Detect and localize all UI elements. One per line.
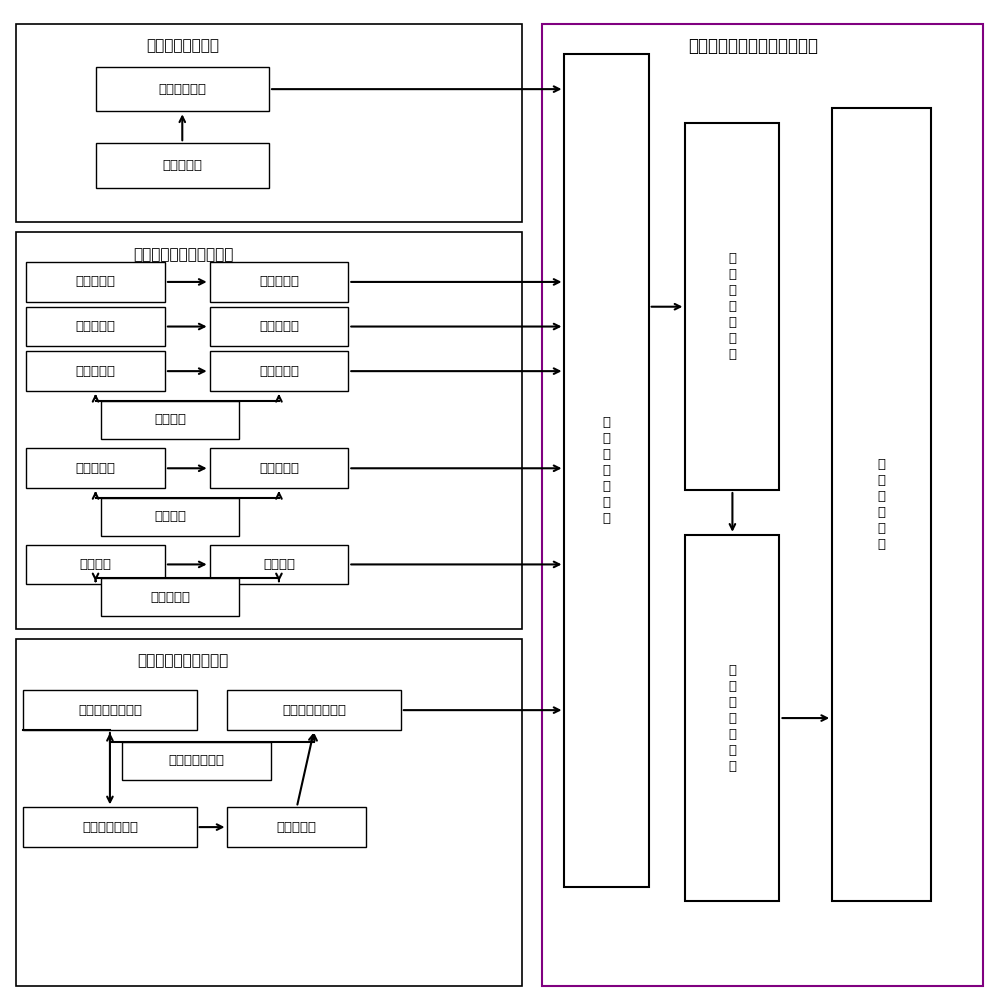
- Text: 气体控制器: 气体控制器: [276, 821, 317, 834]
- Text: 气态污染物监测子系统: 气态污染物监测子系统: [137, 653, 229, 668]
- Text: 校准装置: 校准装置: [154, 413, 186, 426]
- Text: 氧测量仪: 氧测量仪: [263, 558, 295, 571]
- Text: 气态污染物采样器: 气态污染物采样器: [78, 704, 142, 717]
- FancyBboxPatch shape: [685, 535, 779, 901]
- Text: 温度传感器: 温度传感器: [76, 275, 115, 288]
- Text: 温度测量仪: 温度测量仪: [258, 275, 299, 288]
- Text: 颗粒物监测子系统: 颗粒物监测子系统: [146, 39, 220, 54]
- Text: 校零、校标: 校零、校标: [162, 159, 203, 172]
- FancyBboxPatch shape: [16, 232, 522, 629]
- FancyBboxPatch shape: [26, 448, 165, 488]
- Text: 流量测量仪: 流量测量仪: [258, 365, 299, 378]
- Text: 数据采集、处理与传输子系统: 数据采集、处理与传输子系统: [688, 37, 818, 55]
- FancyBboxPatch shape: [210, 351, 348, 391]
- FancyBboxPatch shape: [228, 807, 366, 847]
- FancyBboxPatch shape: [16, 24, 522, 222]
- FancyBboxPatch shape: [228, 690, 401, 730]
- Text: 数
据
处
理
子
系
统: 数 据 处 理 子 系 统: [729, 252, 737, 361]
- FancyBboxPatch shape: [23, 807, 197, 847]
- Text: 氧传感器: 氧传感器: [80, 558, 111, 571]
- FancyBboxPatch shape: [685, 123, 779, 490]
- Text: 湿度传感器: 湿度传感器: [76, 462, 115, 475]
- FancyBboxPatch shape: [16, 639, 522, 986]
- FancyBboxPatch shape: [23, 690, 197, 730]
- FancyBboxPatch shape: [565, 54, 649, 887]
- FancyBboxPatch shape: [210, 307, 348, 346]
- FancyBboxPatch shape: [100, 498, 240, 536]
- Text: 数
据
监
控
中
心: 数 据 监 控 中 心: [878, 458, 886, 551]
- FancyBboxPatch shape: [832, 108, 931, 901]
- FancyBboxPatch shape: [542, 24, 983, 986]
- Text: 数
据
传
输
子
系
统: 数 据 传 输 子 系 统: [729, 664, 737, 773]
- FancyBboxPatch shape: [122, 742, 271, 780]
- Text: 湿度测量仪: 湿度测量仪: [258, 462, 299, 475]
- Text: 气态污染物分析仪: 气态污染物分析仪: [282, 704, 346, 717]
- FancyBboxPatch shape: [95, 67, 269, 111]
- Text: 烟气预处理装置: 烟气预处理装置: [82, 821, 138, 834]
- FancyBboxPatch shape: [95, 143, 269, 188]
- FancyBboxPatch shape: [26, 262, 165, 302]
- FancyBboxPatch shape: [210, 262, 348, 302]
- Text: 流速传感器: 流速传感器: [76, 365, 115, 378]
- Text: 压力测量仪: 压力测量仪: [258, 320, 299, 333]
- FancyBboxPatch shape: [210, 545, 348, 584]
- Text: 烟气排放参数监测子系统: 烟气排放参数监测子系统: [133, 247, 234, 262]
- Text: 颗粒物测量仪: 颗粒物测量仪: [158, 83, 207, 96]
- FancyBboxPatch shape: [100, 578, 240, 616]
- FancyBboxPatch shape: [26, 351, 165, 391]
- FancyBboxPatch shape: [26, 545, 165, 584]
- Text: 校准装置: 校准装置: [154, 510, 186, 523]
- FancyBboxPatch shape: [210, 448, 348, 488]
- Text: 压力传感器: 压力传感器: [76, 320, 115, 333]
- Text: 校零、校标: 校零、校标: [150, 591, 190, 604]
- FancyBboxPatch shape: [100, 401, 240, 439]
- FancyBboxPatch shape: [26, 307, 165, 346]
- Text: 数
据
采
集
子
系
统: 数 据 采 集 子 系 统: [602, 416, 610, 525]
- Text: 零气、标准气体: 零气、标准气体: [169, 754, 225, 767]
